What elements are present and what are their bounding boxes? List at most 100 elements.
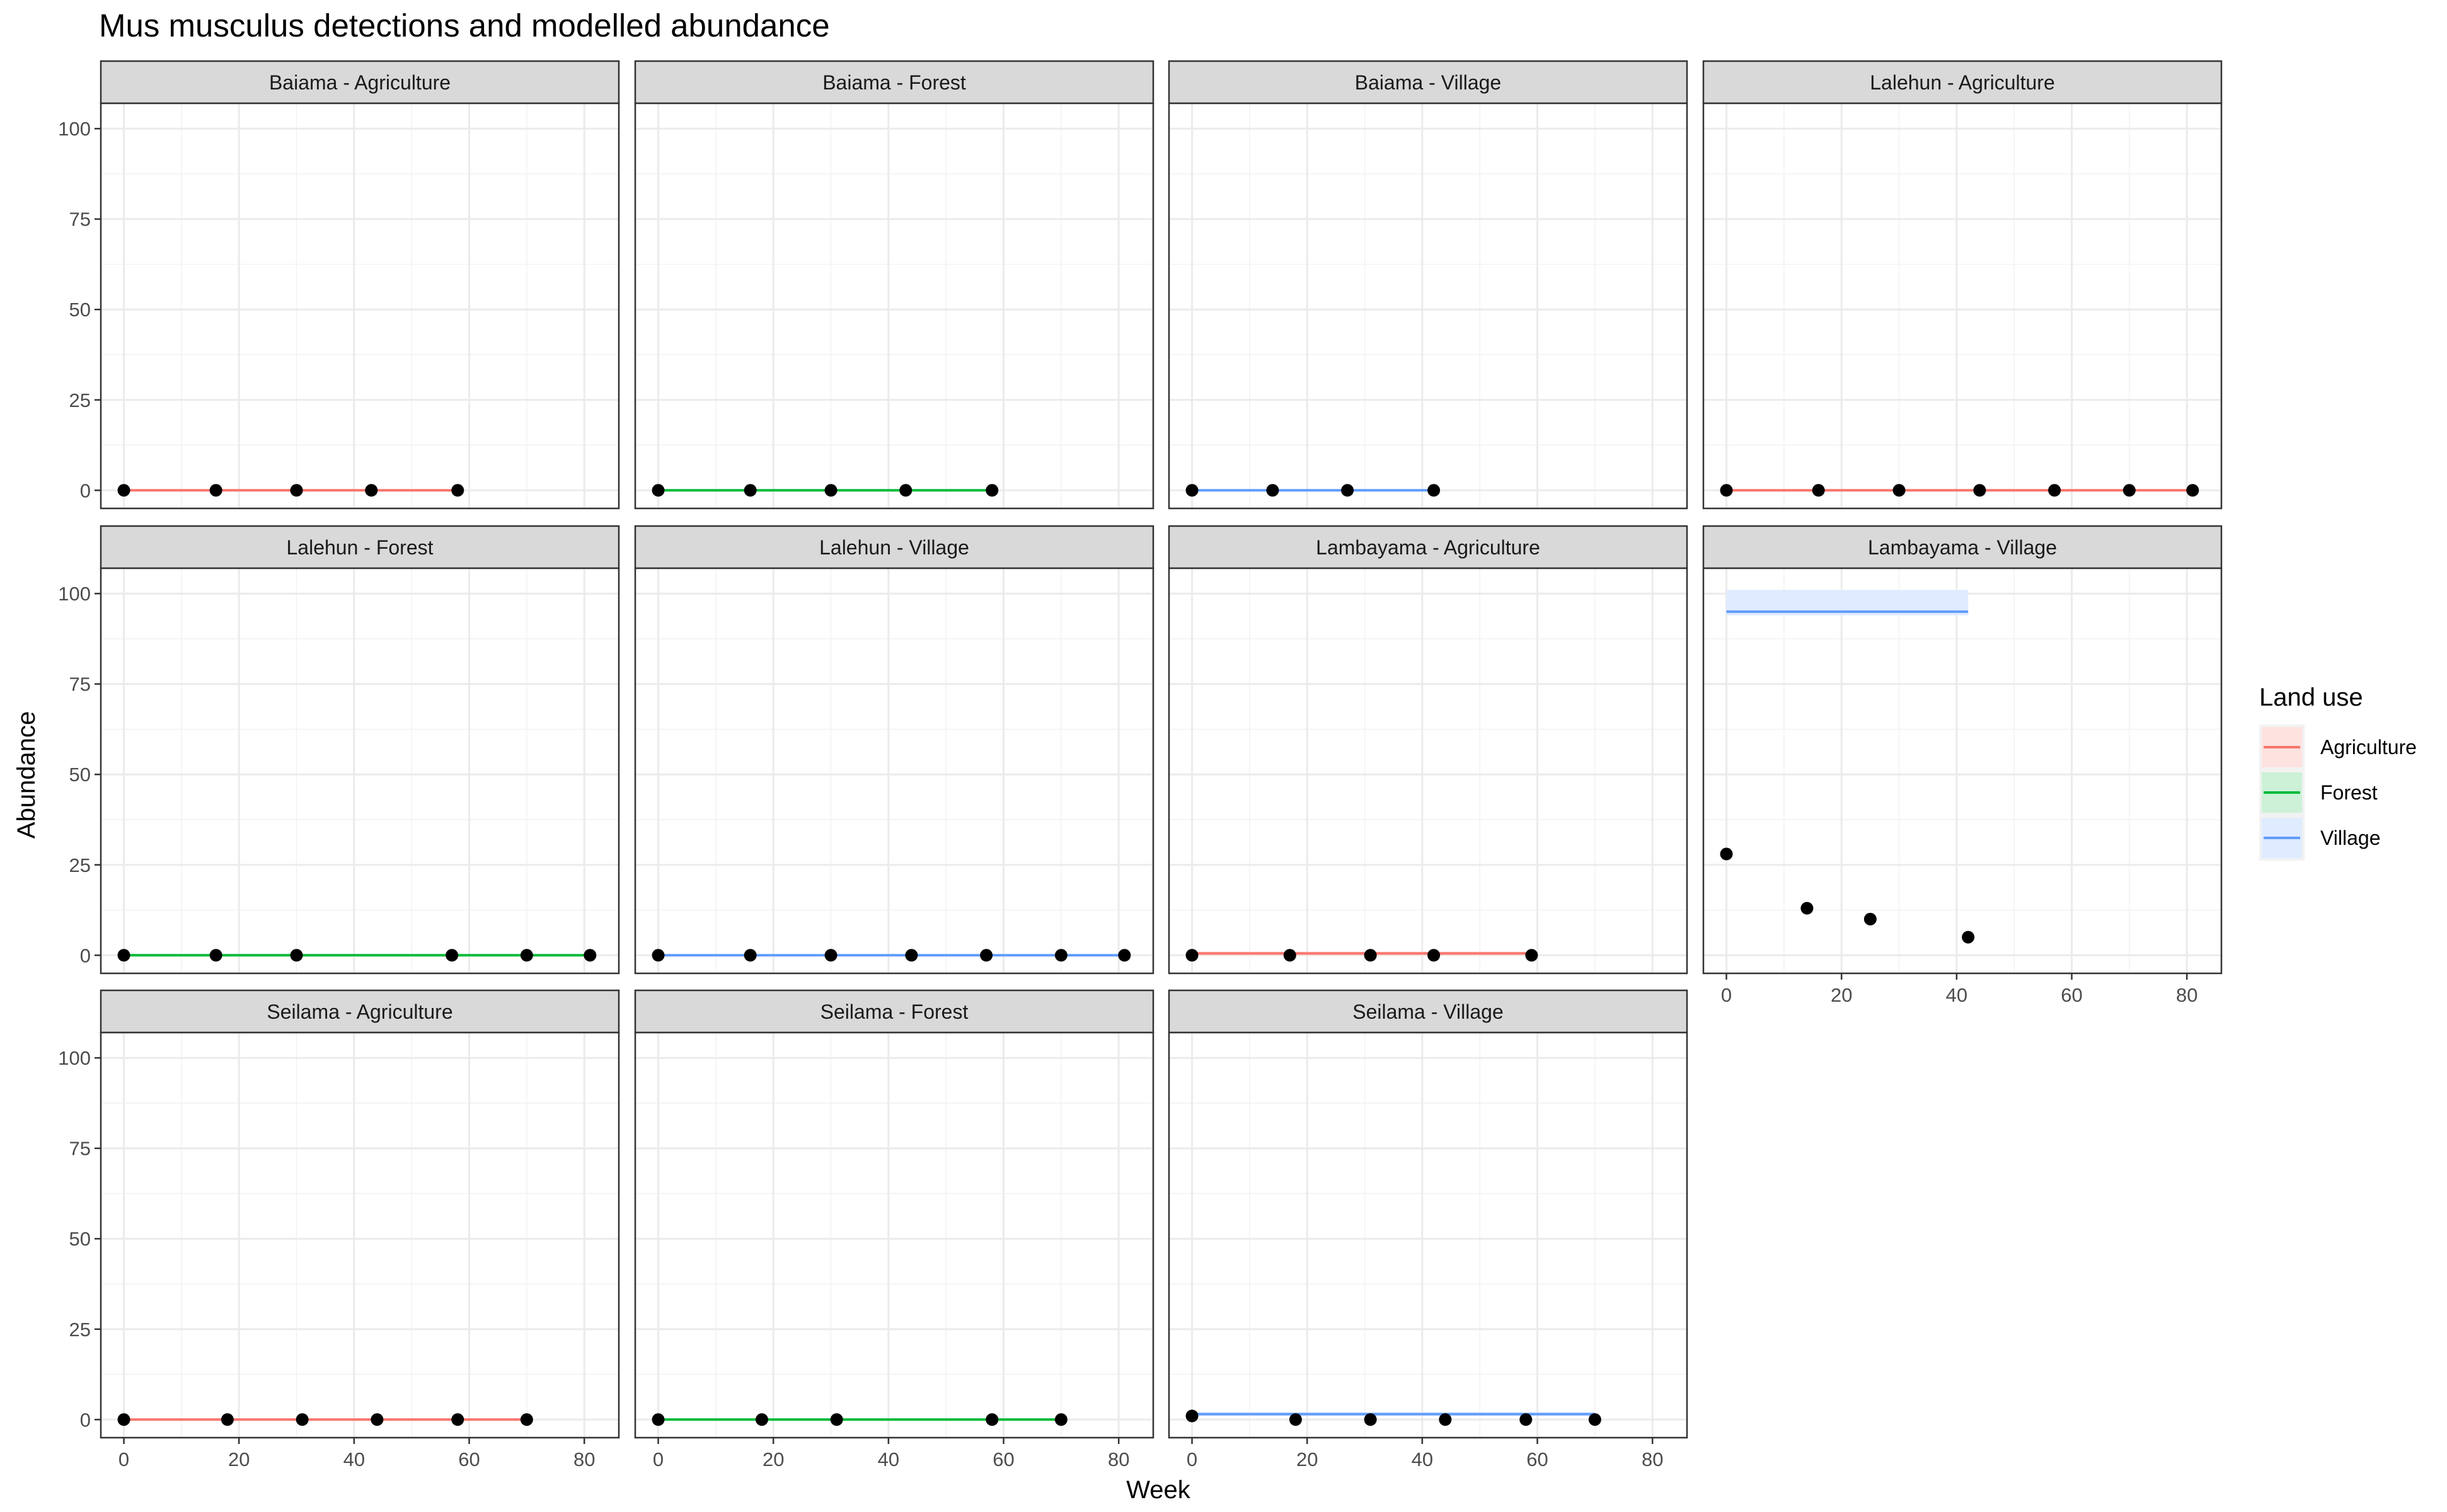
x-tick-label: 60 (1526, 1448, 1548, 1470)
y-tick-label: 75 (69, 1138, 91, 1160)
panel: Seilama - Village 0 20 40 60 80 (1168, 989, 1688, 1470)
panel-border (100, 567, 620, 975)
x-tick-label: 40 (878, 1448, 899, 1470)
panel-border (100, 1031, 620, 1439)
data-point (744, 484, 757, 497)
x-tick-label: 40 (1412, 1448, 1433, 1470)
data-point (824, 949, 838, 962)
data-point (1118, 949, 1131, 962)
panel-border (1168, 102, 1688, 510)
data-point (652, 1413, 665, 1426)
legend: Land use Agriculture Forest Village (2259, 684, 2417, 861)
data-point (986, 484, 999, 497)
data-point (1892, 484, 1906, 497)
data-point (209, 484, 222, 497)
data-point (451, 1413, 464, 1426)
data-point (1439, 1413, 1452, 1426)
panel: Baiama - Village (1168, 60, 1688, 510)
x-tick-label: 40 (1946, 984, 1967, 1006)
x-tick-label: 0 (118, 1448, 129, 1470)
panels: Baiama - Agriculture 0 25 50 75 100 Baiama - F… (58, 60, 2223, 1470)
data-point (1185, 949, 1199, 962)
data-point (1812, 484, 1825, 497)
panel-border (1168, 567, 1688, 975)
data-point (1720, 847, 1733, 861)
data-point (744, 949, 757, 962)
data-point (980, 949, 993, 962)
legend-title: Land use (2259, 684, 2363, 711)
y-tick-label: 75 (69, 209, 91, 231)
x-tick-label: 20 (228, 1448, 250, 1470)
panel-background (101, 1033, 619, 1438)
y-tick-label: 50 (69, 1228, 91, 1250)
data-point (824, 484, 838, 497)
chart-title: Mus musculus detections and modelled abu… (99, 8, 830, 43)
x-tick-label: 60 (458, 1448, 480, 1470)
data-point (221, 1413, 234, 1426)
panel-border (1702, 567, 2223, 975)
data-point (290, 949, 303, 962)
x-tick-label: 80 (2176, 984, 2197, 1006)
x-tick-label: 80 (573, 1448, 595, 1470)
panel-border (634, 1031, 1154, 1439)
data-point (1427, 949, 1441, 962)
x-tick-label: 0 (1721, 984, 1732, 1006)
data-point (1800, 902, 1814, 915)
data-point (1962, 931, 1975, 944)
data-point (1341, 484, 1354, 497)
panel-strip-label: Baiama - Village (1355, 71, 1501, 94)
data-point (1185, 484, 1199, 497)
panel-strip-label: Seilama - Forest (820, 1000, 969, 1023)
panel: Lalehun - Forest 0 25 50 75 100 (58, 525, 620, 975)
x-tick-label: 20 (1296, 1448, 1318, 1470)
panel-strip-label: Seilama - Village (1352, 1000, 1504, 1023)
data-point (1519, 1413, 1533, 1426)
data-point (2048, 484, 2061, 497)
y-tick-label: 100 (58, 118, 91, 140)
y-tick-label: 50 (69, 764, 91, 786)
data-point (1427, 484, 1441, 497)
data-point (652, 484, 665, 497)
data-point (830, 1413, 843, 1426)
data-point (1054, 949, 1068, 962)
data-point (296, 1413, 309, 1426)
data-point (446, 949, 459, 962)
data-point (117, 1413, 130, 1426)
data-point (1364, 949, 1377, 962)
data-point (209, 949, 222, 962)
legend-entry-label: Agriculture (2320, 736, 2417, 759)
legend-entry: Village (2259, 815, 2380, 861)
panel-border (634, 102, 1154, 510)
data-point (905, 949, 918, 962)
legend-entry-label: Forest (2320, 781, 2378, 804)
data-point (1863, 912, 1877, 925)
panel-background (1703, 103, 2221, 508)
data-point (1973, 484, 1986, 497)
panel-strip-label: Lalehun - Forest (286, 536, 433, 559)
data-point (1289, 1413, 1302, 1426)
y-tick-label: 25 (69, 854, 91, 876)
panel: Lambayama - Agriculture (1168, 525, 1688, 975)
data-point (371, 1413, 384, 1426)
panel-strip-label: Baiama - Agriculture (269, 71, 451, 94)
panel: Seilama - Agriculture 0 25 50 75 100 0 20 40 60 80 (58, 989, 620, 1470)
x-tick-label: 40 (343, 1448, 365, 1470)
panel: Seilama - Forest 0 20 40 60 80 (634, 989, 1154, 1470)
data-point (652, 949, 665, 962)
panel-border (100, 102, 620, 510)
x-tick-label: 60 (993, 1448, 1014, 1470)
x-tick-label: 80 (1108, 1448, 1129, 1470)
data-point (584, 949, 597, 962)
panel-border (634, 567, 1154, 975)
panel-background (1169, 568, 1687, 973)
panel-strip (100, 525, 620, 570)
data-point (1720, 484, 1733, 497)
data-point (1283, 949, 1296, 962)
panel-background (101, 103, 619, 508)
data-point (2122, 484, 2136, 497)
data-point (1266, 484, 1279, 497)
data-point (520, 949, 533, 962)
data-point (117, 484, 130, 497)
y-tick-label: 100 (58, 583, 91, 605)
data-point (365, 484, 378, 497)
